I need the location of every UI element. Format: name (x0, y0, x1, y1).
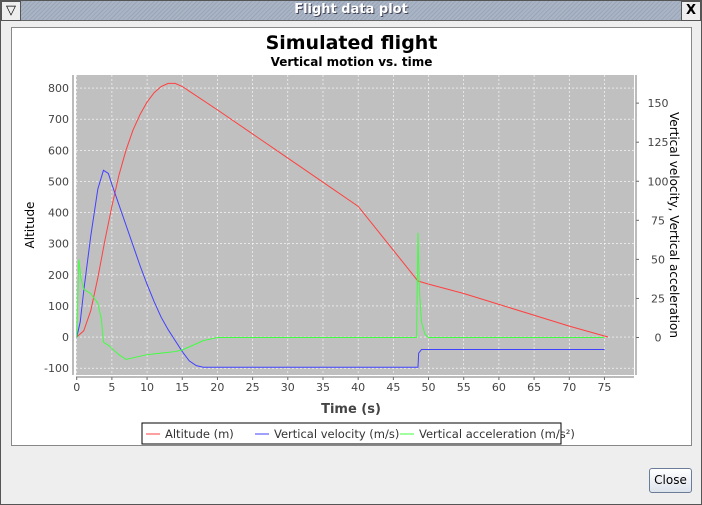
y2-tick-label: 100 (648, 175, 669, 188)
title-bar[interactable]: ▽ Flight data plot X (1, 1, 701, 21)
x-tick-label: 30 (281, 381, 295, 394)
x-tick-label: 40 (351, 381, 365, 394)
y-axis-label: Altitude (23, 202, 37, 249)
x-tick-label: 25 (246, 381, 260, 394)
y2-tick-label: 150 (648, 97, 669, 110)
legend-entry: Altitude (m) (165, 427, 234, 441)
x-tick-label: 15 (175, 381, 189, 394)
triangle-down-icon[interactable]: ▽ (1, 1, 21, 21)
legend-entry: Vertical velocity (m/s) (274, 427, 399, 441)
x-tick-label: 0 (73, 381, 80, 394)
x-tick-label: 35 (316, 381, 330, 394)
y-tick-label: 100 (48, 300, 69, 313)
x-tick-label: 65 (527, 381, 541, 394)
y2-tick-label: 25 (651, 292, 665, 305)
y-tick-label: 200 (48, 269, 69, 282)
y-tick-label: 0 (62, 331, 69, 344)
y2-tick-label: 0 (655, 332, 662, 345)
y-tick-label: 300 (48, 238, 69, 251)
series-line-1 (76, 169, 605, 368)
y-tick-label: 700 (48, 113, 69, 126)
y-tick-label: -100 (44, 362, 69, 375)
window-title: Flight data plot (294, 2, 408, 17)
x-tick-label: 70 (562, 381, 576, 394)
series-line-0 (76, 82, 609, 338)
y2-axis-label: Vertical velocity, Vertical acceleration (667, 112, 681, 338)
x-tick-label: 55 (457, 381, 471, 394)
x-tick-label: 50 (422, 381, 436, 394)
x-tick-label: 60 (492, 381, 506, 394)
legend-box (141, 422, 562, 445)
y-tick-label: 400 (48, 207, 69, 220)
x-tick-label: 10 (140, 381, 154, 394)
y2-tick-label: 75 (651, 214, 665, 227)
close-button[interactable]: Close (649, 468, 692, 493)
x-tick-label: 20 (210, 381, 224, 394)
chart-subtitle: Vertical motion vs. time (271, 55, 433, 69)
x-icon[interactable]: X (681, 1, 701, 21)
series-line-2 (76, 232, 605, 360)
y2-tick-label: 125 (648, 136, 669, 149)
x-axis-label: Time (s) (321, 402, 381, 417)
x-tick-label: 5 (108, 381, 115, 394)
plot-area (76, 75, 634, 375)
y-tick-label: 600 (48, 144, 69, 157)
legend-entry: Vertical acceleration (m/s²) (419, 427, 575, 441)
y-tick-label: 500 (48, 175, 69, 188)
chart-title: Simulated flight (266, 32, 438, 54)
x-tick-label: 45 (386, 381, 400, 394)
y-tick-label: 800 (48, 82, 69, 95)
y2-tick-label: 50 (651, 253, 665, 266)
x-tick-label: 75 (597, 381, 611, 394)
chart-panel: Simulated flight Vertical motion vs. time… (11, 27, 692, 446)
